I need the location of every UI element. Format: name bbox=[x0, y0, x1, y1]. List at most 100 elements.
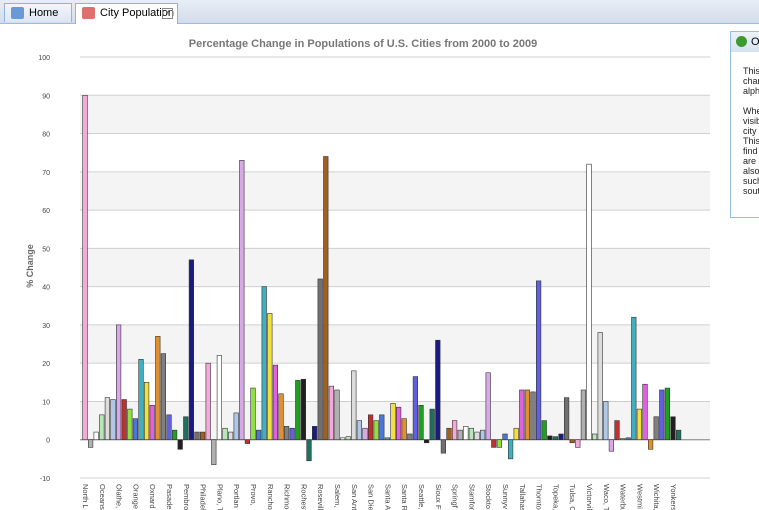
bar bbox=[244, 439, 251, 444]
bar bbox=[166, 414, 172, 441]
panel-header[interactable]: Ov bbox=[731, 32, 759, 52]
bar bbox=[597, 332, 603, 441]
bar bbox=[675, 429, 682, 441]
tab-close[interactable]: × bbox=[162, 8, 173, 19]
x-tick-label: Sioux F bbox=[434, 484, 443, 510]
bar bbox=[479, 429, 486, 441]
x-tick-label: Yonkers bbox=[669, 484, 678, 510]
bar bbox=[474, 431, 480, 441]
y-tick-label: 10 bbox=[42, 399, 50, 406]
bar bbox=[289, 427, 295, 441]
bar bbox=[149, 404, 155, 441]
bar bbox=[88, 439, 94, 448]
y-tick-label: 0 bbox=[46, 438, 50, 445]
y-tick-label: 60 bbox=[42, 208, 50, 215]
bar bbox=[116, 324, 122, 441]
bar bbox=[603, 401, 609, 441]
bar bbox=[99, 414, 105, 441]
x-tick-label: Salem, bbox=[333, 484, 342, 507]
panel-text: sout bbox=[743, 186, 759, 196]
y-tick-label: -10 bbox=[40, 476, 50, 483]
bar bbox=[323, 156, 329, 441]
tab-bar: Home City Population × bbox=[0, 0, 759, 24]
bar bbox=[558, 433, 564, 441]
panel-text: are bbox=[743, 156, 757, 166]
tab-label: City Population bbox=[100, 7, 174, 19]
bar bbox=[306, 439, 312, 462]
bar bbox=[233, 412, 239, 441]
x-tick-label: Plano, T bbox=[215, 484, 224, 510]
chart-title: Percentage Change in Populations of U.S.… bbox=[189, 38, 537, 50]
bar bbox=[239, 160, 245, 441]
bar bbox=[255, 429, 262, 441]
x-tick-label: Springf bbox=[451, 484, 460, 509]
panel-text: char bbox=[743, 76, 759, 86]
bar bbox=[278, 393, 284, 441]
bar bbox=[407, 433, 413, 441]
y-tick-label: 30 bbox=[42, 323, 50, 330]
bar bbox=[104, 397, 110, 441]
bar bbox=[362, 427, 368, 441]
bar bbox=[395, 406, 402, 441]
tab-label: Home bbox=[29, 7, 59, 19]
grid-band bbox=[80, 248, 710, 287]
y-tick-label: 40 bbox=[42, 285, 50, 292]
bar bbox=[311, 426, 318, 441]
bar bbox=[334, 389, 340, 441]
bar bbox=[373, 420, 379, 441]
bar bbox=[552, 436, 558, 441]
bar bbox=[653, 416, 659, 441]
bar bbox=[491, 439, 497, 448]
bar bbox=[530, 391, 536, 441]
bar bbox=[631, 316, 637, 441]
bar bbox=[636, 408, 642, 441]
y-tick-label: 90 bbox=[42, 93, 50, 100]
bar bbox=[670, 416, 676, 441]
bar bbox=[345, 436, 351, 441]
bar bbox=[160, 353, 167, 441]
bar bbox=[575, 439, 581, 448]
x-tick-label: Provo, bbox=[249, 484, 258, 506]
x-tick-label: Rosevill bbox=[316, 484, 325, 510]
bar bbox=[625, 437, 631, 441]
x-tick-label: Seattle, bbox=[417, 484, 426, 509]
x-tick-label: Orange bbox=[131, 484, 140, 509]
tab-city-population[interactable]: City Population × bbox=[75, 3, 178, 24]
tab-home[interactable]: Home bbox=[4, 3, 72, 22]
bar bbox=[642, 383, 648, 441]
panel-text: also bbox=[743, 166, 759, 176]
bar bbox=[110, 399, 116, 441]
bar bbox=[317, 278, 323, 441]
bar bbox=[222, 427, 228, 441]
bar bbox=[614, 420, 620, 441]
x-tick-label: San Die bbox=[367, 484, 376, 510]
bar bbox=[188, 259, 195, 441]
bar bbox=[507, 439, 514, 460]
bar bbox=[132, 418, 139, 441]
bar bbox=[586, 163, 592, 441]
bar bbox=[435, 339, 441, 441]
y-tick-label: 80 bbox=[42, 132, 50, 139]
bar bbox=[205, 362, 211, 441]
bar bbox=[647, 439, 654, 450]
bar bbox=[138, 359, 144, 441]
x-tick-label: North L bbox=[81, 484, 90, 509]
x-tick-label: Thornto bbox=[535, 484, 544, 510]
x-tick-label: Tulsa, O bbox=[568, 484, 577, 510]
x-tick-label: Santa A bbox=[383, 484, 392, 510]
bar bbox=[267, 313, 273, 441]
bar bbox=[485, 372, 491, 441]
bar bbox=[211, 439, 217, 465]
x-tick-label: Victorvil bbox=[585, 484, 594, 510]
grid-band bbox=[80, 324, 710, 364]
bar bbox=[367, 414, 374, 441]
bar bbox=[183, 416, 189, 441]
panel-text: alph bbox=[743, 86, 759, 96]
bar bbox=[216, 355, 223, 441]
bar bbox=[457, 429, 463, 441]
bar bbox=[121, 399, 127, 441]
bar bbox=[250, 387, 256, 441]
x-tick-label: Pembro bbox=[182, 484, 191, 510]
bar bbox=[194, 431, 200, 441]
x-tick-label: Philadel bbox=[199, 484, 208, 510]
